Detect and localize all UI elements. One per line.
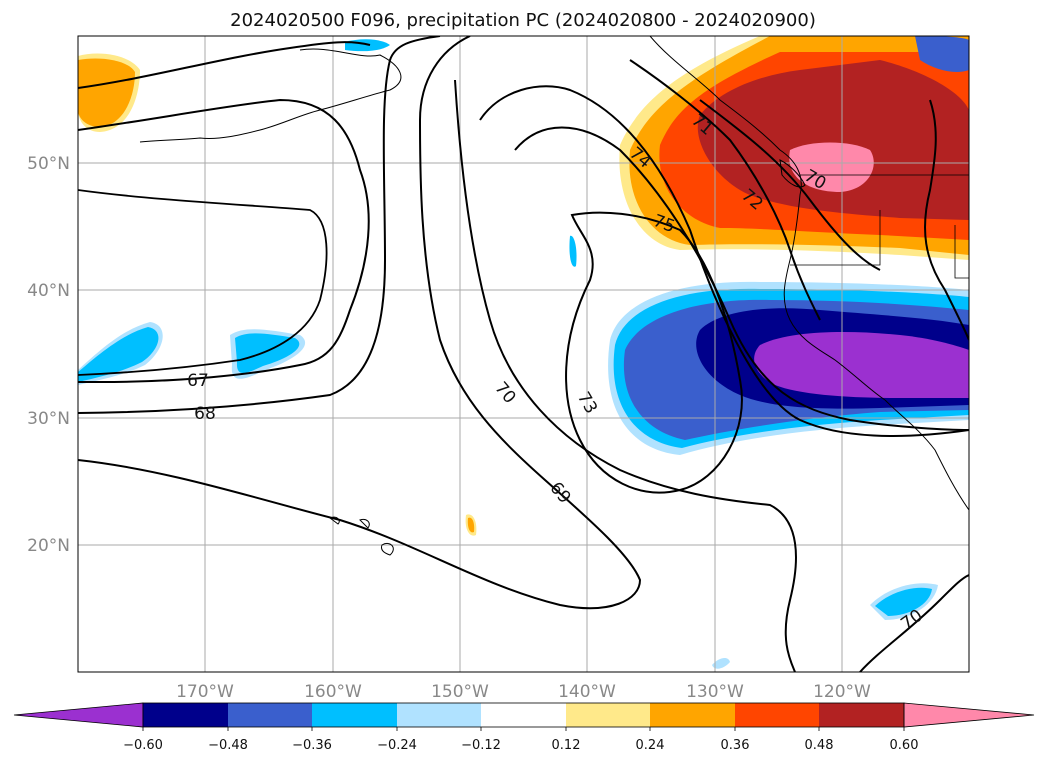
- longitude-labels: 170°W 160°W 150°W 140°W 130°W 120°W: [176, 682, 871, 702]
- lon-label-170w: 170°W: [176, 682, 234, 702]
- lon-label-150w: 150°W: [431, 682, 489, 702]
- colorbar-segment: [650, 703, 735, 727]
- colorbar-tick-label: −0.12: [461, 738, 501, 753]
- lat-label-20n: 20°N: [27, 536, 70, 556]
- colorbar-tick-label: 0.60: [890, 738, 919, 753]
- colorbar-segment: [819, 703, 904, 727]
- colorbar-segment: [735, 703, 819, 727]
- colorbar-tick-label: −0.24: [377, 738, 417, 753]
- colorbar-extend-max: [903, 702, 1035, 728]
- lat-label-40n: 40°N: [27, 281, 70, 301]
- colorbar-segment: [228, 703, 312, 727]
- colorbar: −0.60 −0.48 −0.36 −0.24 −0.12 0.12 0.24 …: [13, 702, 1035, 753]
- colorbar-tick-label: −0.48: [208, 738, 248, 753]
- colorbar-segment: [481, 703, 566, 727]
- colorbar-segment: [397, 703, 481, 727]
- colorbar-segment: [143, 703, 228, 727]
- lon-label-140w: 140°W: [558, 682, 616, 702]
- lat-label-50n: 50°N: [27, 154, 70, 174]
- lon-label-160w: 160°W: [304, 682, 362, 702]
- figure-title: 2024020500 F096, precipitation PC (20240…: [230, 10, 816, 31]
- map-frame: [77, 35, 970, 673]
- colorbar-frame: [142, 702, 905, 728]
- colorbar-extend-min: [13, 702, 144, 728]
- colorbar-tick-label: −0.36: [292, 738, 332, 753]
- colorbar-tick-label: −0.60: [123, 738, 163, 753]
- lat-label-30n: 30°N: [27, 409, 70, 429]
- colorbar-tick-label: 0.36: [721, 738, 750, 753]
- height-contours: [78, 36, 969, 672]
- colorbar-tick-label: 0.24: [636, 738, 665, 753]
- contour-label-68: 68: [194, 404, 216, 424]
- contour-label-67: 67: [187, 371, 209, 391]
- colorbar-segment: [566, 703, 650, 727]
- positive-anomaly-shading: [78, 36, 969, 536]
- lon-label-130w: 130°W: [686, 682, 744, 702]
- borders: [790, 174, 969, 279]
- colorbar-tick-label: 0.48: [805, 738, 834, 753]
- colorbar-segment: [312, 703, 397, 727]
- colorbar-tick-label: 0.12: [552, 738, 581, 753]
- lon-label-120w: 120°W: [813, 682, 871, 702]
- latitude-labels: 50°N 40°N 30°N 20°N: [27, 154, 70, 556]
- map-panel: 67 68 69 70 70 70 71 72 73 74 75: [78, 36, 969, 672]
